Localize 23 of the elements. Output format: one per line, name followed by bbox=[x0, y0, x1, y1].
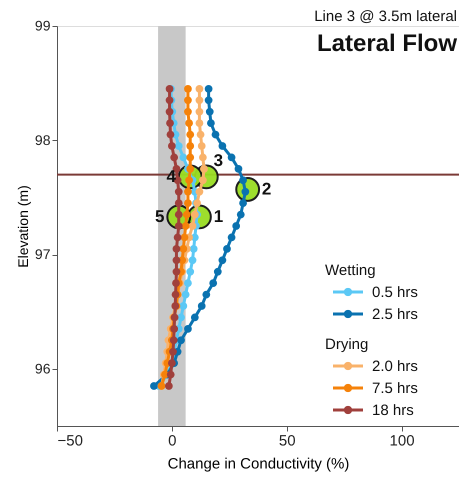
y-tick-label: 99 bbox=[34, 18, 51, 34]
annotation: 3 bbox=[214, 150, 224, 170]
legend-label: 2.5 hrs bbox=[372, 306, 418, 323]
annotation: 5 bbox=[155, 206, 164, 226]
x-tick-label: −50 bbox=[58, 432, 83, 450]
x-tick-label: 100 bbox=[390, 432, 415, 450]
y-tick-label: 96 bbox=[34, 360, 51, 376]
x-tick-label: 50 bbox=[278, 432, 296, 450]
annotation: 1 bbox=[214, 206, 224, 226]
y-tick-label: 97 bbox=[34, 246, 51, 262]
text: Wetting bbox=[325, 262, 376, 279]
legend-label: 2.0 hrs bbox=[372, 358, 418, 375]
y-tick-label: 98 bbox=[34, 132, 51, 148]
chart-subtitle: Line 3 @ 3.5m lateral bbox=[314, 8, 457, 25]
y-axis-title: Elevation (m) bbox=[14, 185, 31, 268]
text: Drying bbox=[325, 336, 368, 353]
legend-label: 18 hrs bbox=[372, 402, 414, 419]
legend-label: 0.5 hrs bbox=[372, 284, 418, 301]
annotation: 2 bbox=[262, 179, 272, 198]
legend-label: 7.5 hrs bbox=[372, 380, 418, 397]
x-tick-label: 0 bbox=[168, 432, 177, 450]
chart-title: Lateral Flow bbox=[316, 30, 458, 57]
x-axis-title: Change in Conductivity (%) bbox=[168, 456, 350, 472]
